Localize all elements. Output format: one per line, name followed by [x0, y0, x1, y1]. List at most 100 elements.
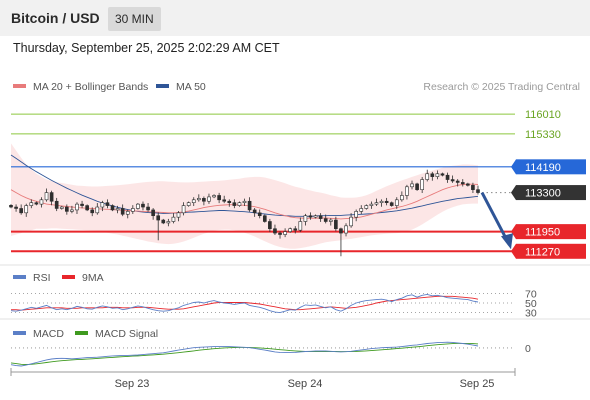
macd-legend-swatch-0 — [13, 331, 26, 335]
candle — [9, 204, 13, 209]
candle — [476, 185, 480, 195]
candle-body — [80, 203, 84, 206]
candle-body — [186, 202, 191, 206]
candle-body — [222, 199, 227, 202]
timeframe-badge[interactable]: 30 MIN — [108, 7, 161, 31]
candle — [354, 209, 358, 222]
candle-body — [9, 205, 13, 208]
candle-body — [476, 189, 480, 193]
forecast-arrowhead — [501, 233, 513, 250]
candle-body — [115, 208, 120, 211]
level-label-pointer-pivot — [511, 159, 516, 175]
candle — [298, 217, 303, 233]
candle-body — [389, 202, 394, 206]
candle-body — [415, 183, 419, 190]
candle — [136, 202, 140, 210]
candle-body — [70, 209, 74, 212]
candle — [191, 197, 196, 207]
candle — [186, 201, 191, 207]
candle — [54, 197, 59, 212]
candle-body — [369, 203, 374, 206]
candle-body — [232, 202, 237, 206]
candle-body — [273, 228, 277, 234]
candle-body — [435, 173, 440, 177]
rsi-ma-line — [11, 295, 479, 311]
timestamp: Thursday, September 25, 2025 2:02:29 AM … — [13, 41, 280, 55]
candle — [328, 218, 333, 226]
candle — [308, 212, 313, 220]
candle-body — [39, 199, 44, 205]
candle — [176, 210, 181, 222]
candle-body — [151, 209, 155, 217]
candle-body — [24, 205, 29, 214]
candle — [39, 197, 44, 208]
candle-body — [425, 173, 430, 180]
candle — [323, 214, 328, 224]
candle — [44, 188, 49, 202]
candle-body — [278, 232, 282, 235]
level-label-pointer-current — [511, 185, 516, 201]
candle-body — [136, 203, 140, 209]
candle — [14, 204, 18, 212]
candle-body — [161, 219, 166, 224]
candle — [120, 204, 125, 217]
candle — [105, 199, 110, 209]
candle-body — [181, 205, 186, 214]
candle — [75, 202, 79, 214]
candle — [303, 213, 308, 226]
candle — [455, 179, 460, 187]
candle — [471, 182, 475, 194]
candle-body — [460, 182, 465, 185]
candle — [394, 197, 399, 209]
level-label-box-pivot — [516, 159, 586, 175]
candle-body — [14, 206, 18, 209]
candle — [273, 224, 277, 235]
candle — [283, 228, 287, 238]
candle — [156, 212, 161, 241]
candle-body — [146, 206, 150, 211]
candle-body — [75, 203, 79, 211]
rsi-legend-swatch-1 — [62, 275, 75, 279]
candle — [430, 171, 435, 181]
candle-body — [242, 200, 247, 203]
level-label-box-current — [516, 185, 586, 201]
legend-swatch-0 — [13, 84, 26, 88]
level-label-pointer-support-1 — [511, 224, 516, 240]
candle — [171, 213, 176, 224]
candle — [70, 205, 74, 214]
forecast-arrow — [480, 191, 509, 241]
candle — [146, 202, 150, 212]
candle — [293, 226, 298, 234]
candle — [349, 213, 353, 228]
candle — [217, 192, 221, 204]
candle-body — [288, 228, 293, 232]
candle — [334, 216, 338, 232]
ma50-line — [10, 154, 479, 217]
candle-body — [430, 173, 435, 177]
candle — [90, 207, 95, 217]
candle — [369, 201, 374, 209]
candle — [166, 218, 171, 227]
level-label-current: 113300 — [525, 188, 561, 200]
candle-body — [166, 221, 171, 224]
candle-body — [359, 208, 364, 212]
candle-body — [237, 202, 242, 206]
candle — [268, 218, 272, 233]
candle — [257, 209, 262, 219]
x-tick-label: Sep 25 — [460, 378, 495, 390]
candle — [85, 204, 89, 212]
candle — [278, 231, 282, 239]
candle — [19, 204, 23, 215]
candle — [110, 204, 115, 212]
candle-body — [29, 202, 34, 206]
candle-body — [303, 215, 308, 222]
candle — [374, 198, 379, 207]
candle — [435, 170, 440, 180]
bollinger-band — [11, 143, 478, 249]
candle-body — [217, 195, 221, 201]
level-label-resistance-2: 116010 — [525, 109, 561, 121]
candle-body — [141, 203, 145, 208]
candle-body — [471, 185, 475, 190]
macd-line — [10, 341, 479, 367]
candle-body — [268, 221, 272, 230]
